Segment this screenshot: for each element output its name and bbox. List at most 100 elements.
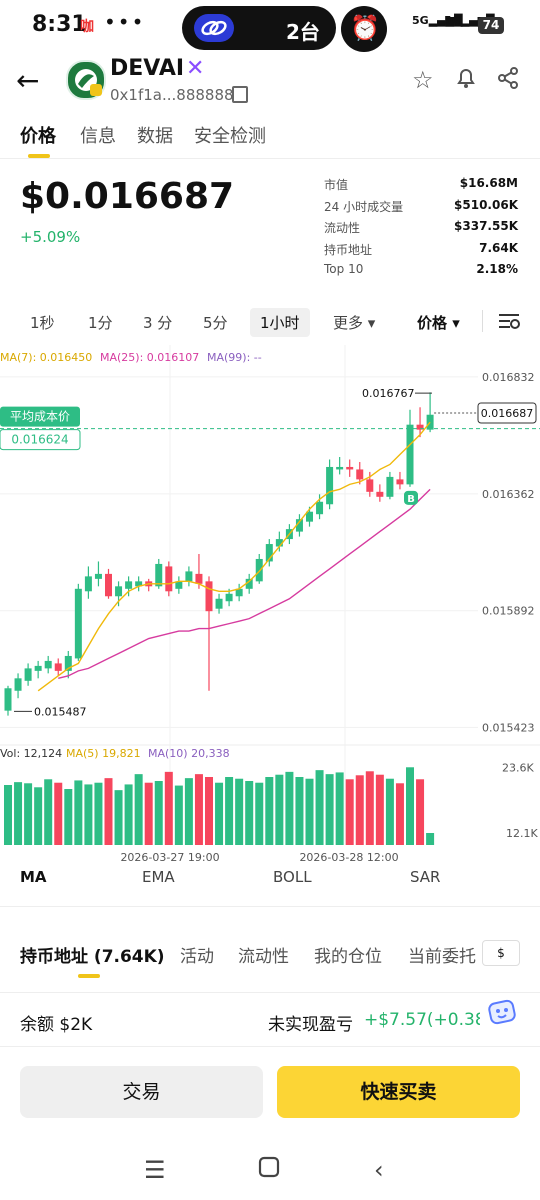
alarm-icon[interactable]: ⏰ <box>341 6 387 52</box>
high-label: 0.016767 <box>362 387 415 400</box>
tab-security[interactable]: 安全检测 <box>194 126 266 147</box>
indicator-ema[interactable]: EMA <box>142 868 175 886</box>
divider <box>0 992 540 993</box>
chain-badge-icon <box>90 84 102 96</box>
share-icon[interactable] <box>496 66 520 96</box>
volume-bar <box>295 777 304 845</box>
buy-marker <box>404 490 418 505</box>
candle-body <box>185 571 193 582</box>
balance: 余额 $2K <box>20 1010 92 1035</box>
tab-data[interactable]: 数据 <box>137 126 173 147</box>
copy-icon[interactable] <box>232 86 248 103</box>
volume-bar <box>74 780 83 845</box>
indicator-boll[interactable]: BOLL <box>273 868 312 886</box>
candle-body <box>346 466 354 470</box>
token-logo <box>66 60 106 100</box>
volume-bar <box>154 781 163 845</box>
link-icon <box>194 14 234 42</box>
balance-value: $2K <box>59 1015 93 1035</box>
volume-bar <box>255 782 264 845</box>
candle-body <box>336 466 344 470</box>
indicator-ma[interactable]: MA <box>20 868 47 886</box>
tab-open-orders[interactable]: 当前委托 <box>408 947 476 967</box>
stat-label: 持币地址 <box>324 242 373 257</box>
price-chart[interactable]: 0.016687 平均成本价 0.016624 0.016767 0.015487 B 0.… <box>0 345 540 865</box>
volume-bar <box>124 784 133 845</box>
pnl-value: +$7.57(+0.38%) <box>364 1010 480 1030</box>
volume-bar <box>174 785 183 845</box>
tab-activity[interactable]: 活动 <box>180 947 214 967</box>
candle-body <box>84 576 92 592</box>
home-icon[interactable] <box>258 1156 280 1184</box>
candles-group <box>4 392 434 716</box>
candle-body <box>396 479 404 485</box>
volume-bar <box>64 789 73 845</box>
assistant-bot-icon[interactable] <box>486 996 518 1028</box>
tab-price[interactable]: 价格 <box>20 126 56 147</box>
volume-bar <box>426 833 435 845</box>
bell-icon[interactable] <box>454 66 478 96</box>
recent-apps-icon[interactable]: ☰ <box>144 1156 166 1184</box>
candle-body <box>386 476 394 497</box>
back-nav-icon[interactable]: ‹ <box>374 1156 384 1184</box>
volume-bar <box>184 778 193 845</box>
volume-bar <box>375 774 384 845</box>
volume-bar <box>14 782 23 845</box>
buy-marker-label: B <box>407 494 415 505</box>
tab-info[interactable]: 信息 <box>80 126 116 147</box>
pill-count: 2台 <box>286 20 320 44</box>
trade-button[interactable]: 交易 <box>20 1066 263 1118</box>
volume-bar <box>305 778 314 845</box>
timeframe-5m[interactable]: 5分 <box>203 314 228 332</box>
timeframe-more[interactable]: 更多 ▾ <box>333 314 376 332</box>
stat-label: 流动性 <box>324 221 361 235</box>
candle-body <box>306 511 313 522</box>
ma-legend: MA(7): 0.016450 <box>0 351 92 364</box>
tab-my-position[interactable]: 我的仓位 <box>314 947 382 967</box>
tab-liquidity[interactable]: 流动性 <box>238 947 289 967</box>
dynamic-island-pill[interactable]: 2台 <box>182 6 336 50</box>
balance-label: 余额 <box>20 1015 54 1035</box>
quick-trade-button[interactable]: 快速买卖 <box>277 1066 520 1118</box>
timeframe-1s[interactable]: 1秒 <box>30 314 55 332</box>
price-mode-dropdown[interactable]: 价格 ▾ <box>417 314 460 332</box>
volume-bar <box>164 771 173 845</box>
volume-bar <box>144 782 153 845</box>
ma7-line <box>37 421 431 692</box>
candle-body <box>245 578 253 589</box>
tab-holders[interactable]: 持币地址 (7.64K) <box>20 947 165 967</box>
battery-icon: 74 <box>478 17 504 34</box>
volume-bar <box>245 781 254 845</box>
candle-body <box>24 668 32 681</box>
avg-cost-value-box <box>0 429 81 451</box>
current-price-box <box>477 402 537 424</box>
arrow-left-icon[interactable]: ← <box>16 64 40 97</box>
candle-body <box>155 563 163 587</box>
candle-body <box>4 688 12 711</box>
candle-body <box>406 424 414 485</box>
timeframe-1h[interactable]: 1小时 <box>250 308 310 337</box>
stat-label: 市值 <box>324 178 349 192</box>
volume-bar <box>24 783 33 845</box>
stat-value: $16.68M <box>459 176 518 190</box>
indicator-sar[interactable]: SAR <box>410 868 441 886</box>
chart-settings-icon[interactable] <box>498 312 520 330</box>
y-tick-label: 0.016832 <box>482 371 535 384</box>
avg-cost-badge <box>0 406 80 427</box>
timeframe-3m[interactable]: 3 分 <box>143 314 173 332</box>
volume-tick: 23.6K <box>502 761 534 774</box>
volume-bar <box>4 785 12 845</box>
candle-body <box>225 593 233 602</box>
avg-cost-value: 0.016624 <box>11 433 68 447</box>
volume-bar <box>406 767 414 845</box>
star-icon[interactable]: ☆ <box>412 66 434 94</box>
volume-legend: Vol: 12,124 <box>0 747 62 760</box>
divider <box>0 1046 540 1047</box>
timeframe-1m[interactable]: 1分 <box>88 314 113 332</box>
x-tick-label: 2026-03-27 19:00 <box>120 851 219 864</box>
volume-legend: MA(10) 20,338 <box>148 747 230 760</box>
currency-toggle[interactable]: $ <box>482 940 520 966</box>
candle-body <box>235 588 243 597</box>
volume-bar <box>104 778 113 845</box>
candle-body <box>326 466 334 505</box>
